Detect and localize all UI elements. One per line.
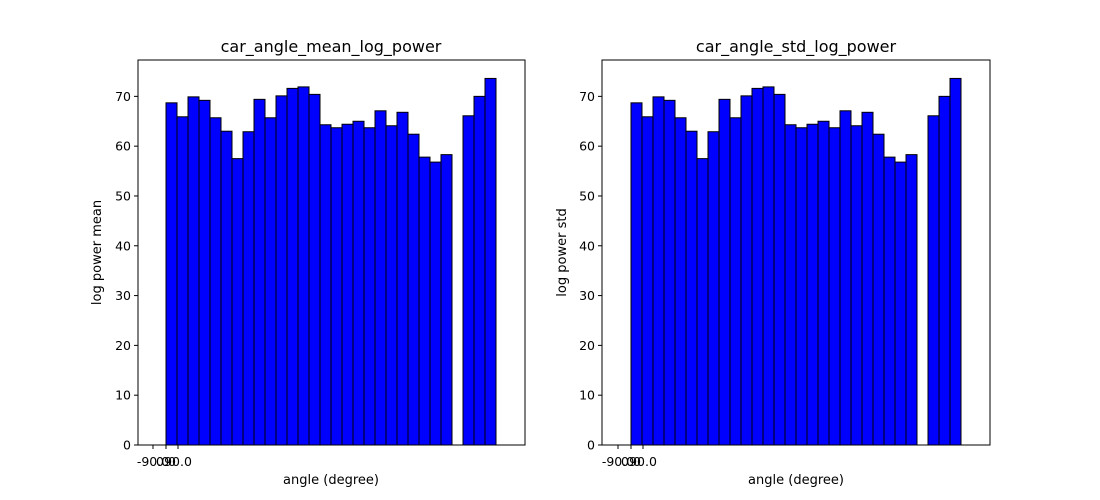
bar [165,102,178,446]
y-tick-label: 20 [115,338,131,353]
bar [385,125,398,446]
y-tick-label: 10 [579,388,595,403]
bar [949,77,962,446]
y-tick-label: 40 [579,238,595,253]
bar [374,110,387,446]
bar [784,124,797,446]
bar [938,95,951,446]
x-axis-label: angle (degree) [748,473,844,488]
y-tick-label: 40 [115,238,131,253]
x-tick-label: -90.0 [602,454,634,469]
y-tick-label: 10 [115,388,131,403]
x-tick-label: 0.0 [621,454,641,469]
x-axis-ticks: -90.00.090.0 [137,445,192,469]
x-axis-ticks: -90.00.090.0 [602,445,657,469]
plot-frame [137,59,526,446]
bar [297,86,310,446]
chart-left: car_angle_mean_log_power 0 10 20 30 40 50 60 70… [90,37,526,488]
bar [696,158,709,446]
bar [762,86,775,446]
bar [275,95,288,446]
bar [187,96,200,446]
bar [817,120,830,446]
y-tick-label: 0 [587,438,595,453]
bar [806,123,819,446]
bar [341,123,354,446]
bar [663,99,676,446]
bar [883,156,896,446]
bar [652,96,665,446]
bar [308,93,321,446]
chart-title: car_angle_std_log_power [696,37,897,57]
bar-group [630,77,962,446]
bar [630,102,643,446]
bar [707,131,720,446]
x-tick-label: -90.0 [137,454,169,469]
bar [429,161,442,446]
bar [828,127,841,446]
y-tick-label: 70 [115,89,131,104]
bar [751,87,764,446]
bar [231,158,244,446]
bar [330,127,343,446]
x-tick-label: 90.0 [629,454,657,469]
y-tick-label: 50 [579,188,595,203]
y-axis-ticks: 0 10 20 30 40 50 60 70 [115,89,138,453]
bar [242,131,255,446]
bar [839,110,852,446]
bar [674,117,687,446]
y-axis-label: log power mean [90,200,105,305]
bar [209,117,222,446]
bar [872,133,885,446]
bar [473,95,486,446]
y-tick-label: 0 [123,438,131,453]
x-axis-label: angle (degree) [283,473,379,488]
y-tick-label: 50 [115,188,131,203]
y-tick-label: 70 [579,89,595,104]
bar [850,125,863,446]
plot-frame [601,59,991,446]
y-tick-label: 30 [579,288,595,303]
bar [462,115,475,446]
bar [176,116,189,446]
bar [264,117,277,446]
bar [352,120,365,446]
bar [484,77,497,446]
bar [363,127,376,446]
bar [319,124,332,446]
bar [729,117,742,446]
y-axis-ticks: 0 10 20 30 40 50 60 70 [579,89,602,453]
bar [927,115,940,446]
bar [418,156,431,446]
bar [286,87,299,446]
bar [894,161,907,446]
bar [718,98,731,446]
bar [905,154,918,446]
x-tick-label: 90.0 [164,454,192,469]
y-tick-label: 30 [115,288,131,303]
chart-right: car_angle_std_log_power 010203040506070 … [555,37,991,488]
bar [740,95,753,446]
bar [198,99,211,446]
bar [396,111,409,446]
x-tick-label: 0.0 [156,454,176,469]
bar [795,127,808,446]
y-axis-label: log power std [555,208,570,296]
chart-title: car_angle_mean_log_power [221,37,442,57]
bar [861,111,874,446]
bar [685,130,698,446]
y-tick-label: 60 [579,139,595,154]
bar [220,130,233,446]
bar [253,98,266,446]
bar [440,154,453,446]
bar [641,116,654,446]
y-tick-label: 20 [579,338,595,353]
bar [407,133,420,446]
bar [773,93,786,446]
y-tick-label: 60 [115,139,131,154]
